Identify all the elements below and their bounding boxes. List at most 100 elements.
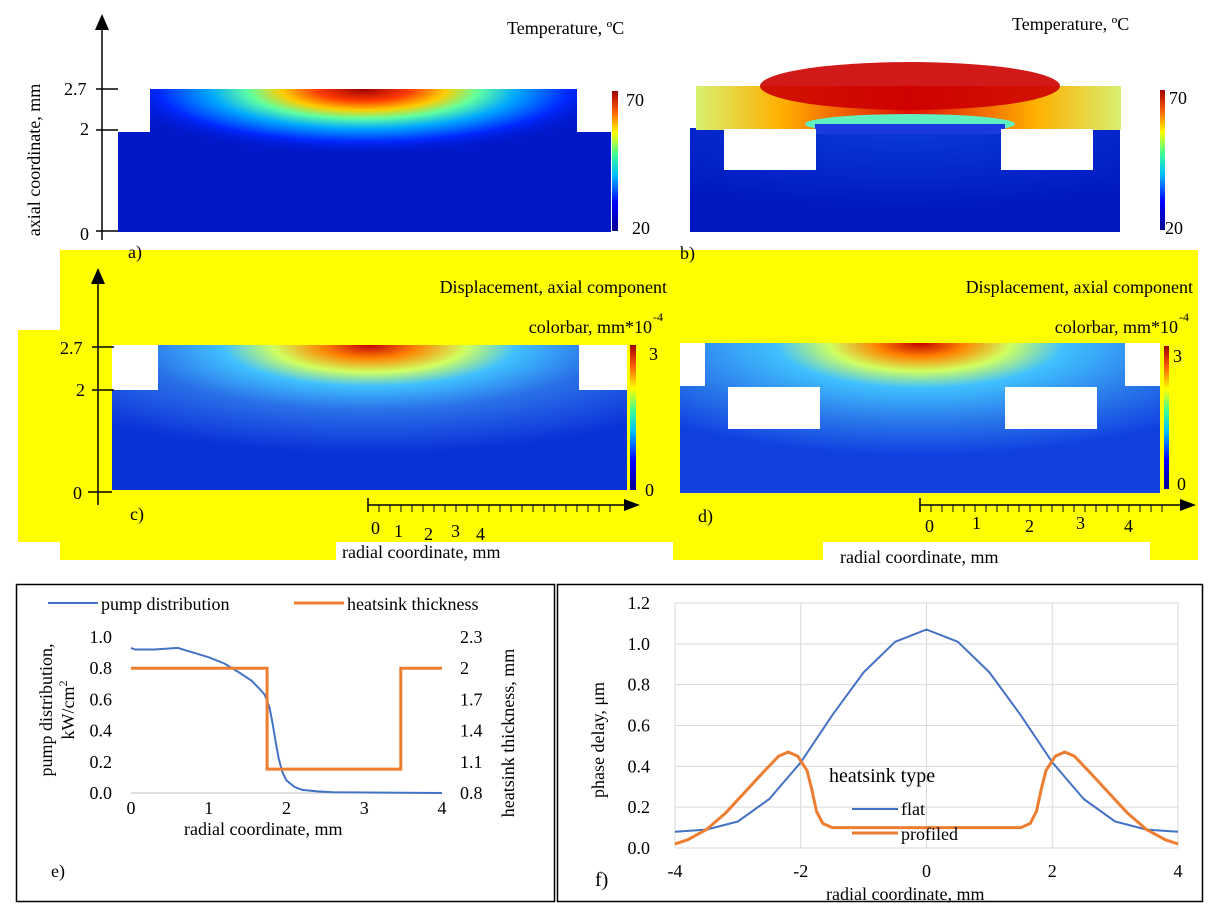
- chart-f-ytick: 1.0: [628, 634, 651, 654]
- chart-e-xtick: 0: [127, 798, 136, 818]
- disp-cbar-min-d: 0: [1177, 474, 1186, 494]
- series-line-pump-distribution: [130, 646, 443, 794]
- chart-e-ytick: 1.0: [90, 627, 113, 647]
- chart-f-xtick: 2: [1048, 861, 1057, 881]
- panel-c-displacement: [112, 345, 636, 490]
- disp-cbar-max-d: 3: [1173, 346, 1182, 366]
- chart-e-y2tick: 2: [460, 658, 469, 678]
- panel-e-frame: [15, 583, 556, 903]
- axial-axis-label: axial coordinate, mm: [24, 84, 44, 236]
- colorbar-exponent-d: -4: [1179, 310, 1189, 324]
- chart-f-ytick: 1.2: [628, 593, 651, 613]
- radial-tick-0-c: 0: [371, 518, 380, 538]
- axial-tick-0-a: 0: [80, 224, 89, 244]
- legend-title-heatsink-type: heatsink type: [829, 765, 935, 787]
- chart-e-ytick: 0.6: [90, 689, 113, 709]
- chart-f-xtick: -4: [668, 861, 683, 881]
- chart-e-xlabel: radial coordinate, mm: [184, 819, 342, 839]
- chart-f-xtick: 0: [922, 861, 931, 881]
- chart-f: 0.0 0.2 0.4 0.6 0.8 1.0 1.2 -4 -2 0 2 4 heatsink t…: [588, 593, 1183, 904]
- radial-tick-4-c: 4: [476, 524, 485, 544]
- axial-tick-2-7-a: 2.7: [64, 79, 87, 99]
- legend-label-flat: flat: [901, 799, 925, 819]
- chart-e-xtick: 3: [360, 798, 369, 818]
- chart-e-y2label: heatsink thickness, mm: [498, 649, 518, 817]
- radial-tick-2-c: 2: [424, 524, 433, 544]
- panel-label-c: c): [130, 504, 144, 525]
- radial-arrow-d: [1180, 499, 1196, 511]
- heatsink-gap-right-d: [1005, 387, 1097, 429]
- axial-arrow-top: [95, 14, 109, 30]
- series-line-profiled: [674, 750, 1179, 846]
- chart-f-ylabel: phase delay, μm: [588, 682, 608, 798]
- axial-tick-2-c: 2: [76, 380, 85, 400]
- colorbar-label-c: colorbar, mm*10: [529, 317, 652, 337]
- chart-e-ytick: 0.2: [90, 752, 113, 772]
- legend-label-profiled: profiled: [901, 824, 958, 844]
- chart-f-panel-label: f): [595, 869, 608, 891]
- legend-label-pump: pump distribution: [101, 594, 230, 614]
- radial-tick-0-d: 0: [925, 516, 934, 536]
- chart-f-ytick: 0.8: [628, 675, 651, 695]
- axial-tick-2-a: 2: [80, 119, 89, 139]
- temperature-colorbar-b: [1160, 90, 1165, 230]
- temp-cbar-min-a: 20: [632, 218, 650, 238]
- radial-tick-2-d: 2: [1025, 516, 1034, 536]
- temperature-title-a: Temperature, ºC: [507, 18, 624, 38]
- chart-e-ylabel-line2: kW/cm2: [56, 681, 78, 740]
- disp-cbar-min-c: 0: [645, 480, 654, 500]
- radial-tick-3-c: 3: [451, 521, 460, 541]
- chart-e-xtick: 4: [438, 798, 447, 818]
- temp-cbar-max-b: 70: [1169, 88, 1187, 108]
- radial-tick-1-d: 1: [972, 513, 981, 533]
- chart-e-ytick: 0.8: [90, 658, 113, 678]
- radial-tick-4-d: 4: [1124, 516, 1133, 536]
- radial-arrow-c: [624, 499, 640, 511]
- panel-d-displacement: [680, 343, 1169, 493]
- radial-tick-marks: [378, 505, 1163, 512]
- chart-e: 0.0 0.2 0.4 0.6 0.8 1.0 0.8 1.1 1.4 1.7 2 2.3 0 1 2 3…: [36, 594, 518, 882]
- radial-axis-label-c: radial coordinate, mm: [342, 542, 500, 562]
- legend-label-heatsink: heatsink thickness: [347, 594, 478, 614]
- axial-arrow-mid: [91, 268, 105, 284]
- chart-f-ytick: 0.4: [628, 756, 651, 776]
- chart-f-ytick: 0.6: [628, 716, 651, 736]
- chart-e-panel-label: e): [51, 861, 65, 882]
- chart-f-xtick: 4: [1174, 861, 1183, 881]
- temp-cbar-max-a: 70: [626, 90, 644, 110]
- chart-e-xtick: 2: [282, 798, 291, 818]
- chart-e-ylabel-line1: pump distribution,: [36, 643, 56, 776]
- displacement-colorbar-c: [630, 345, 636, 490]
- radial-tick-1-c: 1: [394, 521, 403, 541]
- panel-label-b: b): [680, 243, 695, 264]
- axial-tick-2-7-c: 2.7: [60, 338, 83, 358]
- chart-e-ytick: 0.4: [90, 721, 113, 741]
- panel-b-temperature: [690, 62, 1165, 232]
- chart-e-y2tick: 1.1: [460, 752, 483, 772]
- axial-axes: [88, 30, 118, 505]
- radial-axis-label-d: radial coordinate, mm: [840, 547, 998, 567]
- displacement-title-c: Displacement, axial component: [440, 277, 667, 297]
- colorbar-label-d: colorbar, mm*10: [1055, 317, 1178, 337]
- disp-cbar-max-c: 3: [649, 344, 658, 364]
- heatsink-gap-left-b: [724, 129, 816, 170]
- panel-a-temperature: [118, 89, 618, 232]
- panel-label-a: a): [128, 242, 142, 263]
- chart-e-ytick: 0.0: [90, 783, 113, 803]
- chart-e-y2tick: 1.4: [460, 721, 483, 741]
- heatsink-gap-right-b: [1001, 129, 1093, 170]
- chart-f-ytick: 0.2: [628, 797, 651, 817]
- heatsink-gap-left-d: [728, 387, 820, 429]
- series-line-heatsink-thickness: [131, 666, 442, 771]
- panel-label-d: d): [698, 506, 713, 527]
- chart-e-y2tick: 0.8: [460, 783, 483, 803]
- temperature-colorbar-a: [612, 91, 618, 231]
- chart-f-ytick: 0.0: [628, 838, 651, 858]
- chart-e-xtick: 1: [204, 798, 213, 818]
- series-line-flat: [674, 628, 1179, 833]
- chart-e-y2tick: 2.3: [460, 627, 483, 647]
- colorbar-exponent-c: -4: [653, 310, 663, 324]
- displacement-title-d: Displacement, axial component: [966, 277, 1193, 297]
- chart-e-y2tick: 1.7: [460, 689, 483, 709]
